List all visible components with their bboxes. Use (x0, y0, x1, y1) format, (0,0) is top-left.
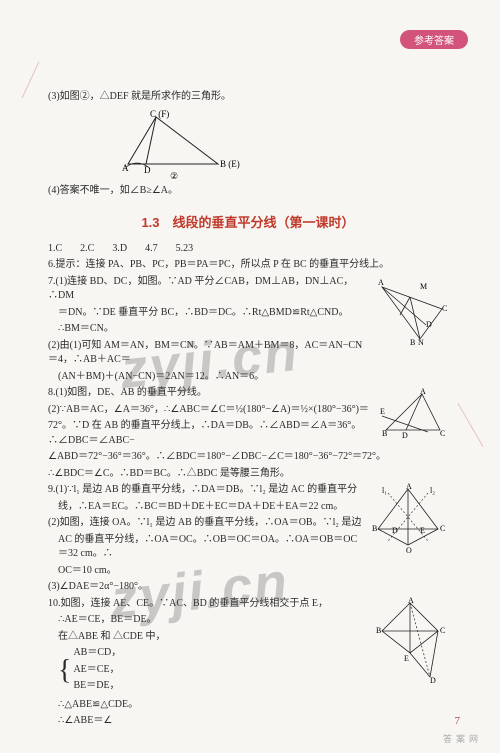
q10-l5: ∴∠ABE＝∠ (48, 714, 448, 729)
svg-text:E: E (380, 407, 385, 416)
answer-badge: 参考答案 (400, 30, 468, 49)
ans-2: 2.C (80, 243, 94, 254)
svg-text:B (E): B (E) (220, 159, 240, 169)
svg-text:B: B (410, 338, 415, 345)
ans-3: 3.D (112, 243, 127, 254)
svg-text:E: E (404, 654, 409, 663)
svg-text:N: N (418, 338, 424, 345)
q8-l4: ∠ABD＝72°−36°＝36°。∴∠BDC＝180°−∠DBC−∠C＝180°… (48, 450, 448, 465)
svg-text:A: A (420, 387, 426, 396)
svg-text:E: E (420, 526, 425, 535)
q6: 6.提示：连接 PA、PB、PC，PB＝PA＝PC，所以点 P 在 BC 的垂直… (48, 258, 448, 273)
q7-figure: A M C D N B (376, 275, 448, 345)
q9-figure: A B C D E O l₁ l₂ (370, 483, 448, 559)
ans-4: 4.7 (145, 243, 158, 254)
svg-text:C: C (440, 429, 445, 438)
ans-1: 1.C (48, 243, 62, 254)
q10-block: A B C D E 10.如图，连接 AE、CE。∵AC、BD 的垂直平分线相交… (48, 597, 448, 731)
svg-text:C (F): C (F) (150, 109, 169, 119)
svg-text:B: B (376, 626, 381, 635)
q7-block: A M C D N B 7.(1)连接 BD、DC，如图。∵AD 平分∠CAB，… (48, 275, 448, 387)
svg-text:B: B (382, 429, 387, 438)
footer-brand: 答案网 (443, 732, 482, 745)
svg-text:O: O (406, 546, 412, 555)
svg-text:C: C (442, 304, 447, 313)
q9-l5: OC＝10 cm。 (48, 564, 448, 579)
svg-text:M: M (420, 282, 427, 291)
q8-block: A B C D E 8.(1)如图，DE、AB 的垂直平分线。 (2)∵AB＝A… (48, 386, 448, 483)
q9-block: A B C D E O l₁ l₂ 9.(1)∵l₁ 是边 AB 的垂直平分线，… (48, 483, 448, 597)
svg-text:l₂: l₂ (430, 486, 435, 495)
figure-triangle: A D B (E) C (F) ② (108, 109, 448, 182)
svg-text:A: A (406, 483, 412, 491)
q10-l4: ∴△ABE≌△CDE。 (48, 698, 448, 713)
q10-figure: A B C D E (374, 597, 448, 683)
svg-text:D: D (426, 320, 432, 329)
q8-figure: A B C D E (378, 386, 448, 442)
q9-l6: (3)∠DAE＝2α°−180°。 (48, 580, 448, 595)
svg-text:D: D (392, 526, 398, 535)
svg-text:C: C (440, 626, 445, 635)
q10-m3: BE＝DE， (73, 679, 121, 694)
short-answers: 1.C 2.C 3.D 4.7 5.23 (48, 243, 448, 254)
svg-text:D: D (430, 676, 436, 683)
svg-text:②: ② (170, 171, 178, 179)
q7-l5: (AN＋BM)＋(AN−CN)＝2AN＝12。∴AN＝6。 (48, 370, 448, 385)
svg-text:l₁: l₁ (382, 486, 387, 495)
q10-m1: AB＝CD， (73, 646, 121, 661)
svg-text:D: D (402, 431, 408, 440)
q3-line: (3)如图②，△DEF 就是所求作的三角形。 (48, 90, 448, 105)
section-title: 1.3 线段的垂直平分线（第一课时） (48, 212, 448, 231)
ans-5: 5.23 (176, 243, 194, 254)
page-content: (3)如图②，△DEF 就是所求作的三角形。 A D B (E) C (F) ②… (48, 90, 448, 731)
q10-m2: AE＝CE， (73, 663, 121, 678)
page-number: 7 (455, 715, 461, 727)
q8-l5: ∴∠BDC＝∠C。∴BD＝BC。∴△BDC 是等腰三角形。 (48, 467, 448, 482)
q10-matrix: { AB＝CD， AE＝CE， BE＝DE， (48, 646, 370, 696)
svg-text:C: C (440, 524, 445, 533)
svg-text:D: D (144, 165, 151, 175)
svg-text:A: A (378, 278, 384, 287)
q4-line: (4)答案不唯一，如∠B≥∠A。 (48, 184, 448, 199)
svg-text:B: B (372, 524, 377, 533)
svg-text:A: A (122, 163, 129, 173)
svg-text:A: A (408, 597, 414, 605)
